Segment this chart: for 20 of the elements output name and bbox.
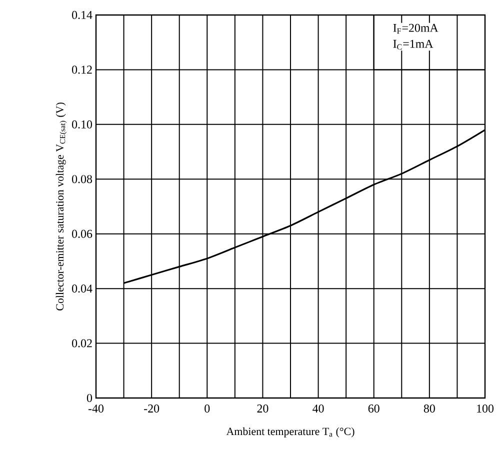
y-tick-label: 0.12 [72,66,92,74]
y-tick-label: 0 [86,394,92,402]
x-tick-label: -20 [144,404,160,413]
y-tick-label: 0.04 [72,284,92,293]
x-tick-label: 40 [312,404,324,413]
y-tick-label: 0.10 [72,120,92,128]
x-tick-label: 0 [204,404,210,413]
x-tick-label: 20 [257,404,268,413]
y-axis-title: Collector-emitter saturation voltage V$_{CE(sat)}$ (V) [56,102,67,310]
x-tick-label: 100 [477,404,494,413]
y-tick-label: 0.08 [72,175,92,184]
y-tick-label: 0.06 [72,230,92,238]
y-tick-label: 0.02 [72,339,92,348]
y-tick-label: 0.14 [72,10,92,20]
x-axis-title: Ambient temperature T$_{a}$ (°C) [226,427,354,438]
x-tick-label: -40 [88,404,104,413]
x-tick-label: 80 [424,404,435,413]
annotation: I$_{C}$=1mA [393,40,434,50]
x-tick-label: 60 [368,404,380,413]
annotation: I$_{F}$=20mA [393,24,438,34]
